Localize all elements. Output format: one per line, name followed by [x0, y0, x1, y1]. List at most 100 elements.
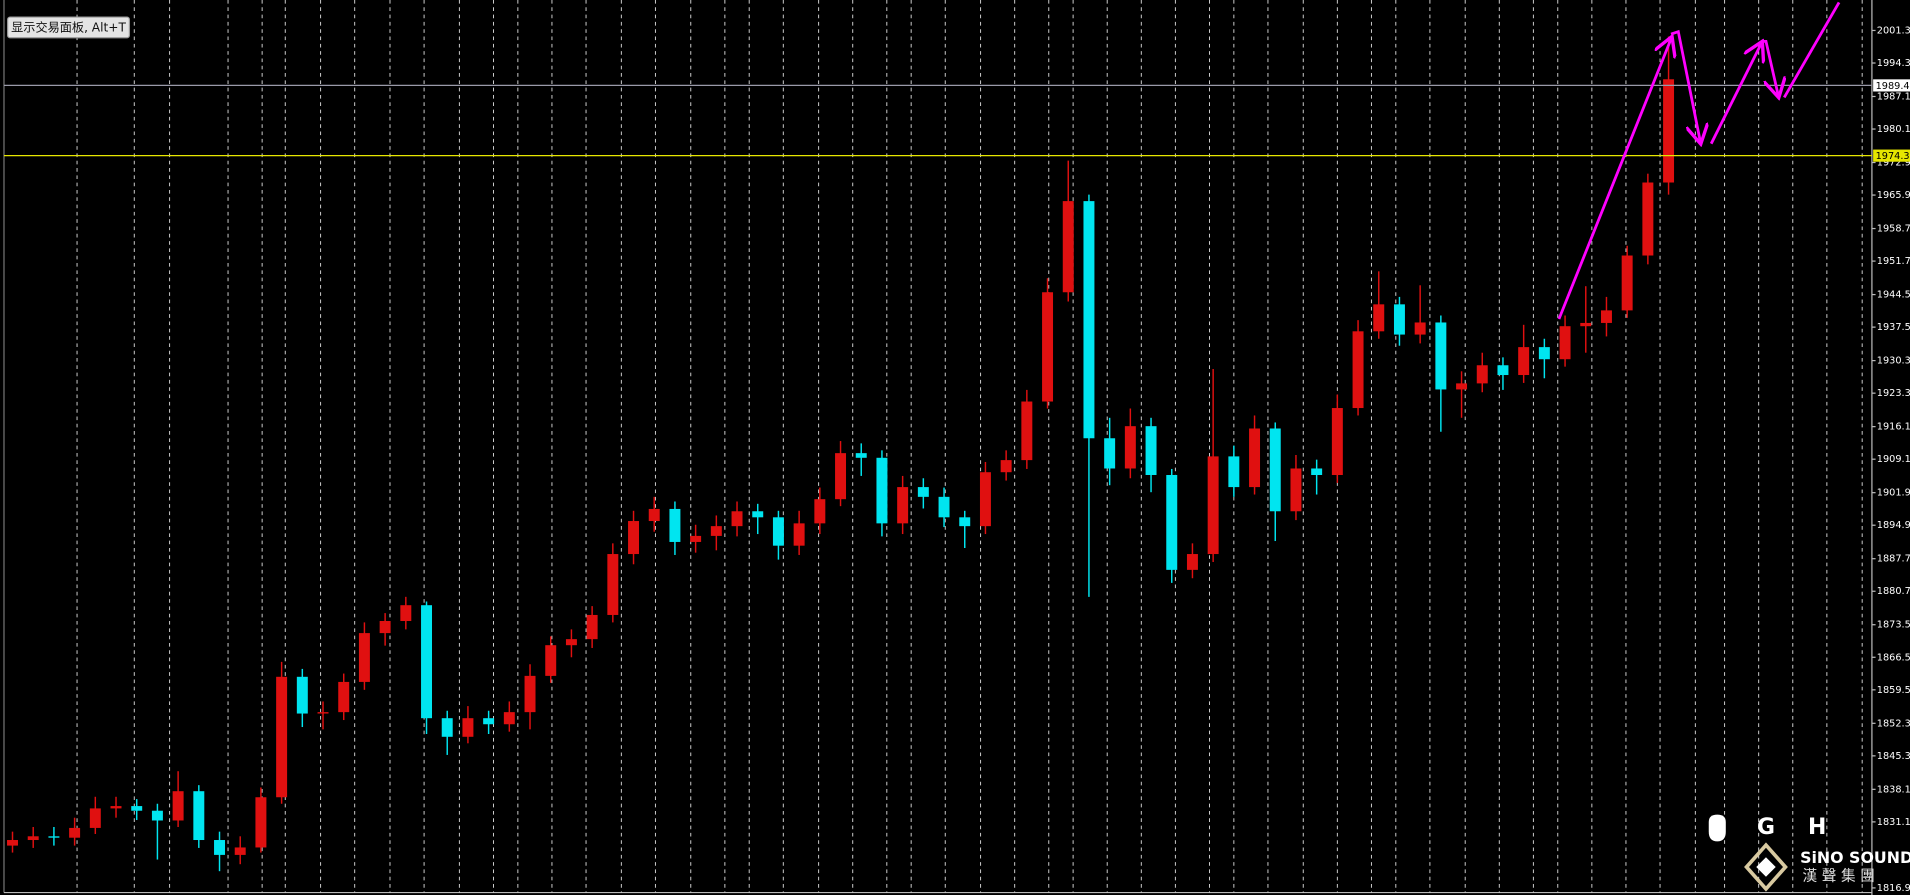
candle-body — [48, 836, 60, 838]
y-tick-label: 2001.30 — [1877, 25, 1910, 36]
logo-name: SiNO SOUND — [1800, 848, 1910, 867]
candle-body — [1186, 554, 1198, 570]
candle-body — [772, 517, 784, 546]
candle-body — [876, 457, 888, 524]
y-tick-label: 1866.50 — [1877, 652, 1910, 663]
candle-body — [628, 521, 640, 555]
candle-body — [897, 487, 909, 524]
y-tick-label: 1873.50 — [1877, 620, 1910, 631]
arrow-up — [1557, 39, 1671, 320]
button-label[interactable]: 显示交易面板, Alt+T — [11, 20, 126, 35]
candle-body — [214, 840, 225, 855]
candle-body — [1042, 292, 1054, 402]
candle-body — [1393, 304, 1405, 335]
logo-mark — [1744, 842, 1788, 892]
candle-body — [483, 718, 495, 725]
candle-body — [1476, 365, 1488, 384]
candle-body — [752, 511, 764, 518]
annotation — [1557, 1, 1841, 320]
candle-body — [1580, 322, 1592, 327]
candle-body — [835, 453, 847, 500]
candle-body — [814, 499, 826, 524]
candle-body — [1228, 456, 1240, 488]
y-tick-label: 1852.30 — [1877, 718, 1910, 729]
arrow-down — [1670, 29, 1700, 142]
arrow-up — [1709, 44, 1761, 145]
candle-body — [1062, 201, 1074, 293]
candle-body — [234, 847, 246, 855]
candle-body — [358, 633, 370, 682]
candle-body — [586, 614, 598, 640]
candle-body — [607, 554, 619, 615]
y-tick-label: 1880.70 — [1877, 586, 1910, 597]
candle-body — [7, 840, 18, 846]
button-bg[interactable] — [7, 16, 131, 39]
candle-body — [1559, 326, 1571, 360]
logo-letter: H — [1808, 815, 1826, 840]
candle-body — [855, 453, 867, 458]
y-tick-label: 1930.30 — [1877, 356, 1910, 367]
y-tick-label: 1887.70 — [1877, 554, 1910, 565]
y-tick-label: 1944.50 — [1877, 290, 1910, 301]
price-label: 1974.38 — [1876, 151, 1910, 162]
candle-body — [462, 718, 474, 737]
grid — [76, 0, 1863, 893]
candle-body — [1518, 347, 1530, 376]
candle-body — [1166, 474, 1178, 570]
candle-body — [441, 718, 453, 737]
candle-body — [938, 496, 950, 518]
arrow-down — [1761, 40, 1778, 95]
y-tick-label: 1816.90 — [1877, 883, 1910, 894]
candle-body — [1414, 322, 1426, 335]
y-tick-label: 1845.30 — [1877, 751, 1910, 762]
candle-body — [524, 675, 536, 713]
candle-body — [648, 508, 660, 522]
candle-body — [917, 487, 929, 497]
candle-body — [1456, 383, 1468, 390]
candle-body — [1331, 408, 1343, 475]
candle-body — [110, 806, 122, 809]
candle-body — [338, 681, 350, 713]
candle-body — [296, 676, 308, 714]
y-tick-label: 1958.70 — [1877, 224, 1910, 235]
candle-body — [1435, 322, 1447, 390]
candle-body — [1000, 460, 1012, 473]
price-label-bg — [1873, 79, 1910, 92]
candle-body — [379, 621, 391, 634]
candle-body — [89, 808, 101, 828]
y-tick-label: 1987.10 — [1877, 91, 1910, 102]
candle-body — [1083, 201, 1095, 439]
y-tick-label: 1894.90 — [1877, 520, 1910, 531]
candle-body — [172, 791, 184, 821]
candle-body — [1352, 331, 1364, 409]
y-tick-label: 1937.50 — [1877, 322, 1910, 333]
arrow-up — [1783, 1, 1841, 99]
candle-body — [1373, 304, 1385, 332]
y-tick-label: 1859.50 — [1877, 685, 1910, 696]
candle-body — [1290, 468, 1302, 512]
candle-body — [1497, 365, 1509, 376]
y-tick-label: 1994.30 — [1877, 58, 1910, 69]
candle-body — [151, 810, 163, 821]
candle-body — [731, 511, 743, 527]
price-lines — [3, 84, 1872, 157]
y-tick-label: 1923.30 — [1877, 388, 1910, 399]
logo-name-cn: 漢 聲 集 團 — [1803, 868, 1875, 885]
candle-body — [255, 797, 267, 848]
button[interactable]: 显示交易面板, Alt+T — [7, 16, 131, 39]
candle-body — [1269, 428, 1281, 512]
y-tick-label: 1972.90 — [1877, 158, 1910, 169]
candle-body — [1642, 182, 1654, 256]
candle-body — [669, 508, 681, 542]
candle-body — [1207, 456, 1219, 555]
candles — [7, 36, 1675, 872]
candle-body — [1145, 426, 1157, 475]
candle-body — [545, 645, 557, 676]
candle-body — [131, 806, 143, 811]
price-label-bg — [1873, 149, 1910, 162]
candle-body — [1538, 347, 1550, 360]
candle-body — [1104, 438, 1116, 469]
candle-body — [503, 712, 515, 725]
